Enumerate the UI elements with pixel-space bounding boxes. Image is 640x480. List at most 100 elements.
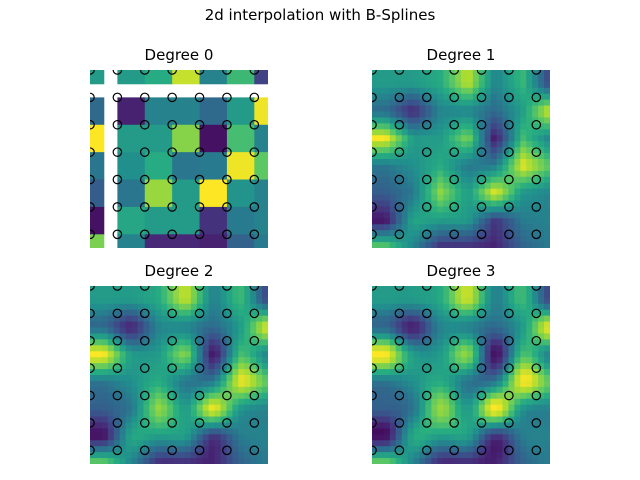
heatmap-cell xyxy=(425,392,432,400)
heatmap-cell xyxy=(125,363,133,370)
heatmap-cell xyxy=(232,392,239,400)
heatmap-cell xyxy=(514,380,521,388)
heatmap-cell xyxy=(377,398,385,406)
heatmap-cell xyxy=(461,327,468,335)
heatmap-cell xyxy=(220,392,228,400)
heatmap-cell xyxy=(508,375,515,382)
heatmap-cell xyxy=(544,315,550,323)
heatmap-cell xyxy=(413,434,421,441)
heatmap-cell xyxy=(526,452,533,459)
node-marker xyxy=(249,147,260,157)
heatmap-cell xyxy=(173,345,180,352)
heatmap-cell xyxy=(179,291,186,299)
heatmap-cell xyxy=(173,422,180,429)
node-marker xyxy=(112,119,123,130)
heatmap-cell xyxy=(478,416,486,424)
heatmap-cell xyxy=(496,303,504,311)
panel-title-degree-3: Degree 3 xyxy=(426,262,496,280)
heatmap-cell xyxy=(179,416,186,424)
heatmap-cell xyxy=(90,315,97,323)
heatmap-cell xyxy=(496,422,504,429)
heatmap-cell xyxy=(214,404,222,412)
heatmap-cell xyxy=(131,386,139,394)
heatmap-cell xyxy=(401,351,409,358)
heatmap-cell xyxy=(161,404,168,412)
heatmap-cell xyxy=(395,147,403,154)
heatmap-cell xyxy=(520,236,527,243)
node-marker xyxy=(167,363,177,373)
heatmap-cell xyxy=(190,440,198,447)
heatmap-cell xyxy=(431,70,438,77)
heatmap-cell xyxy=(377,428,385,435)
heatmap-cell xyxy=(179,428,186,435)
heatmap-cell xyxy=(502,369,510,376)
heatmap-cell xyxy=(184,416,192,424)
heatmap-cell xyxy=(149,315,156,323)
heatmap-cell xyxy=(461,93,468,101)
heatmap-cell xyxy=(95,410,103,418)
heatmap-cell xyxy=(443,315,450,323)
heatmap-cell xyxy=(407,242,415,248)
heatmap-cell xyxy=(496,188,504,196)
node-marker xyxy=(476,174,487,185)
heatmap-cell xyxy=(449,182,456,190)
node-marker xyxy=(222,119,232,130)
heatmap-cell xyxy=(131,351,139,358)
heatmap-cell xyxy=(455,87,462,95)
heatmap-cell xyxy=(377,206,385,213)
heatmap-cell xyxy=(199,152,228,181)
heatmap-cell xyxy=(226,321,233,329)
heatmap-cell xyxy=(377,363,385,370)
heatmap-cell xyxy=(149,440,156,447)
heatmap-cell xyxy=(137,297,144,305)
heatmap-cell xyxy=(262,458,268,464)
heatmap-cell xyxy=(443,164,450,172)
heatmap-cell xyxy=(443,75,450,83)
heatmap-cell xyxy=(202,345,210,352)
heatmap-cell xyxy=(389,410,397,418)
heatmap-cell xyxy=(472,129,480,136)
heatmap-cell xyxy=(208,434,216,441)
heatmap-cell xyxy=(520,392,527,400)
heatmap-cell xyxy=(455,404,462,412)
heatmap-cell xyxy=(484,170,492,178)
heatmap-cell xyxy=(461,117,468,124)
heatmap-cell xyxy=(538,212,545,219)
heatmap-cell xyxy=(466,410,474,418)
heatmap-cell xyxy=(478,386,486,394)
heatmap-cell xyxy=(101,303,109,311)
node-marker xyxy=(531,445,542,456)
heatmap-cell xyxy=(502,164,510,172)
heatmap-cell xyxy=(208,428,216,435)
heatmap-cell xyxy=(520,297,527,305)
heatmap-cell xyxy=(484,230,492,237)
node-marker xyxy=(90,286,95,291)
heatmap-cell xyxy=(538,410,545,418)
heatmap-cell xyxy=(389,218,397,225)
heatmap-cell xyxy=(544,398,550,406)
heatmap-cell xyxy=(389,194,397,202)
heatmap-cell xyxy=(449,327,456,335)
heatmap-cell xyxy=(161,375,168,382)
heatmap-cell xyxy=(437,164,444,172)
heatmap-cell xyxy=(131,375,139,382)
heatmap-cell xyxy=(490,176,498,184)
heatmap-cell xyxy=(496,315,504,323)
heatmap-cell xyxy=(508,351,515,358)
heatmap-cell xyxy=(262,375,268,382)
heatmap-cell xyxy=(484,81,492,89)
heatmap-cell xyxy=(514,452,521,459)
heatmap-cell xyxy=(425,164,432,172)
heatmap-cell xyxy=(101,345,109,352)
heatmap-cell xyxy=(179,386,186,394)
heatmap-cell xyxy=(232,404,239,412)
heatmap-cell xyxy=(413,297,421,305)
heatmap-cell xyxy=(478,363,486,370)
heatmap-cell xyxy=(184,345,192,352)
heatmap-cell xyxy=(220,351,228,358)
heatmap-cell xyxy=(238,363,245,370)
heatmap-cell xyxy=(184,315,192,323)
heatmap-cell xyxy=(544,446,550,453)
heatmap-cell xyxy=(179,357,186,364)
heatmap-cell xyxy=(514,398,521,406)
